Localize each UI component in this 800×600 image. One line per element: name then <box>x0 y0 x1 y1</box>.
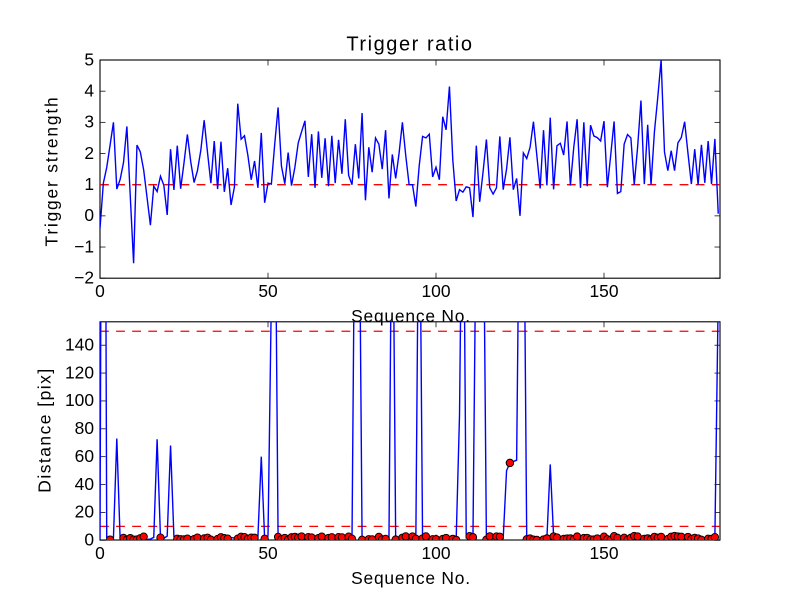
svg-text:40: 40 <box>75 474 94 494</box>
svg-text:0: 0 <box>84 205 94 225</box>
svg-text:150: 150 <box>589 281 618 301</box>
svg-text:Distance [pix]: Distance [pix] <box>35 367 55 492</box>
svg-text:120: 120 <box>65 362 94 382</box>
svg-text:50: 50 <box>258 543 277 563</box>
svg-text:50: 50 <box>258 281 277 301</box>
svg-text:2: 2 <box>84 143 94 163</box>
svg-text:−1: −1 <box>74 236 94 256</box>
svg-text:Trigger ratio: Trigger ratio <box>346 34 473 56</box>
svg-text:Trigger strength: Trigger strength <box>42 96 62 247</box>
svg-text:60: 60 <box>75 446 94 466</box>
svg-text:80: 80 <box>75 418 94 438</box>
svg-text:Sequence No.: Sequence No. <box>351 306 471 326</box>
svg-text:4: 4 <box>84 80 94 100</box>
svg-text:100: 100 <box>65 390 94 410</box>
svg-text:−2: −2 <box>74 268 94 288</box>
svg-text:20: 20 <box>75 502 94 522</box>
svg-text:3: 3 <box>84 112 94 132</box>
svg-text:0: 0 <box>95 543 105 563</box>
svg-text:150: 150 <box>589 543 618 563</box>
svg-text:0: 0 <box>95 281 105 301</box>
svg-text:0: 0 <box>84 530 94 550</box>
svg-text:1: 1 <box>84 174 94 194</box>
svg-text:5: 5 <box>84 49 94 69</box>
svg-text:140: 140 <box>65 335 94 355</box>
svg-text:100: 100 <box>421 543 450 563</box>
svg-text:Sequence No.: Sequence No. <box>351 568 471 588</box>
svg-text:100: 100 <box>421 281 450 301</box>
